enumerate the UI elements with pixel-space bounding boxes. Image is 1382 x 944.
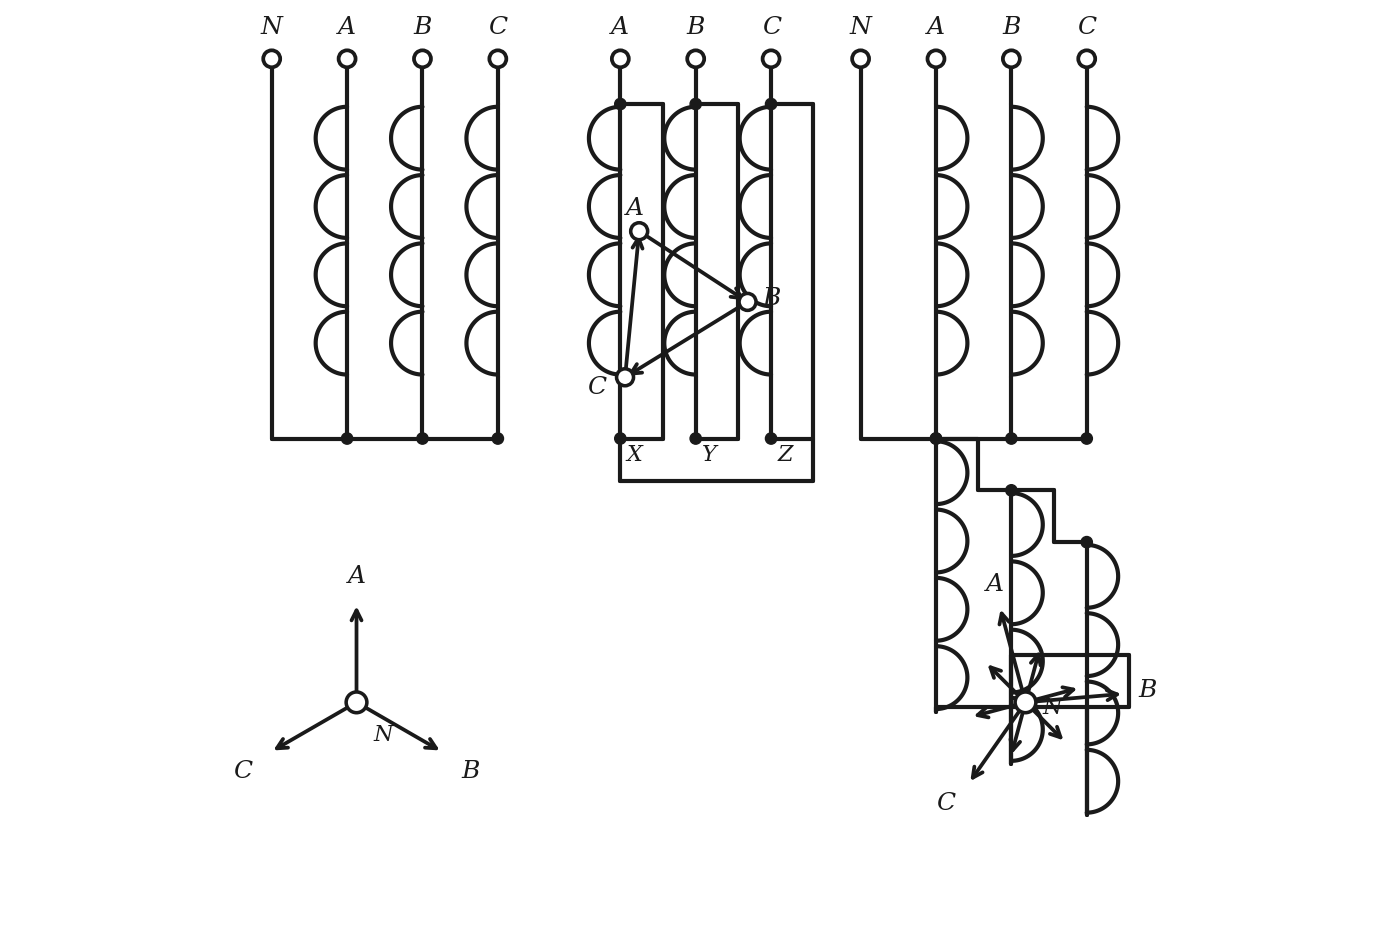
Text: C: C	[936, 791, 955, 814]
Circle shape	[346, 692, 366, 713]
Circle shape	[339, 51, 355, 68]
Text: B: B	[1139, 678, 1157, 700]
Circle shape	[263, 51, 281, 68]
Circle shape	[1006, 433, 1017, 445]
Circle shape	[630, 224, 648, 241]
Circle shape	[930, 433, 941, 445]
Circle shape	[930, 433, 941, 445]
Circle shape	[763, 51, 779, 68]
Text: N: N	[850, 16, 872, 39]
Text: A: A	[927, 16, 945, 39]
Circle shape	[415, 51, 431, 68]
Text: C: C	[488, 16, 507, 39]
Text: N: N	[1042, 697, 1061, 718]
Circle shape	[1081, 433, 1092, 445]
Text: B: B	[687, 16, 705, 39]
Circle shape	[1078, 51, 1095, 68]
Circle shape	[341, 433, 352, 445]
Circle shape	[489, 51, 506, 68]
Circle shape	[690, 99, 701, 110]
Circle shape	[1016, 692, 1036, 713]
Text: C: C	[1077, 16, 1096, 39]
Circle shape	[927, 51, 944, 68]
Circle shape	[690, 433, 701, 445]
Circle shape	[687, 51, 705, 68]
Text: A: A	[347, 565, 365, 587]
Text: A: A	[987, 572, 1005, 595]
Circle shape	[853, 51, 869, 68]
Circle shape	[616, 369, 633, 386]
Text: B: B	[413, 16, 431, 39]
Text: Z: Z	[778, 444, 793, 465]
Circle shape	[766, 99, 777, 110]
Text: N: N	[261, 16, 283, 39]
Circle shape	[1081, 537, 1092, 548]
Text: C: C	[234, 759, 252, 783]
Text: N: N	[373, 723, 392, 745]
Circle shape	[417, 433, 428, 445]
Circle shape	[612, 51, 629, 68]
Circle shape	[739, 295, 756, 312]
Circle shape	[615, 99, 626, 110]
Text: B: B	[462, 759, 480, 783]
Circle shape	[766, 433, 777, 445]
Text: B: B	[761, 286, 781, 310]
Text: A: A	[611, 16, 629, 39]
Text: Y: Y	[702, 444, 717, 465]
Text: A: A	[339, 16, 357, 39]
Text: C: C	[587, 376, 607, 398]
Text: B: B	[1002, 16, 1020, 39]
Text: X: X	[627, 444, 643, 465]
Circle shape	[1006, 485, 1017, 497]
Text: C: C	[761, 16, 781, 39]
Circle shape	[492, 433, 503, 445]
Text: A: A	[626, 197, 644, 220]
Circle shape	[1003, 51, 1020, 68]
Circle shape	[615, 433, 626, 445]
